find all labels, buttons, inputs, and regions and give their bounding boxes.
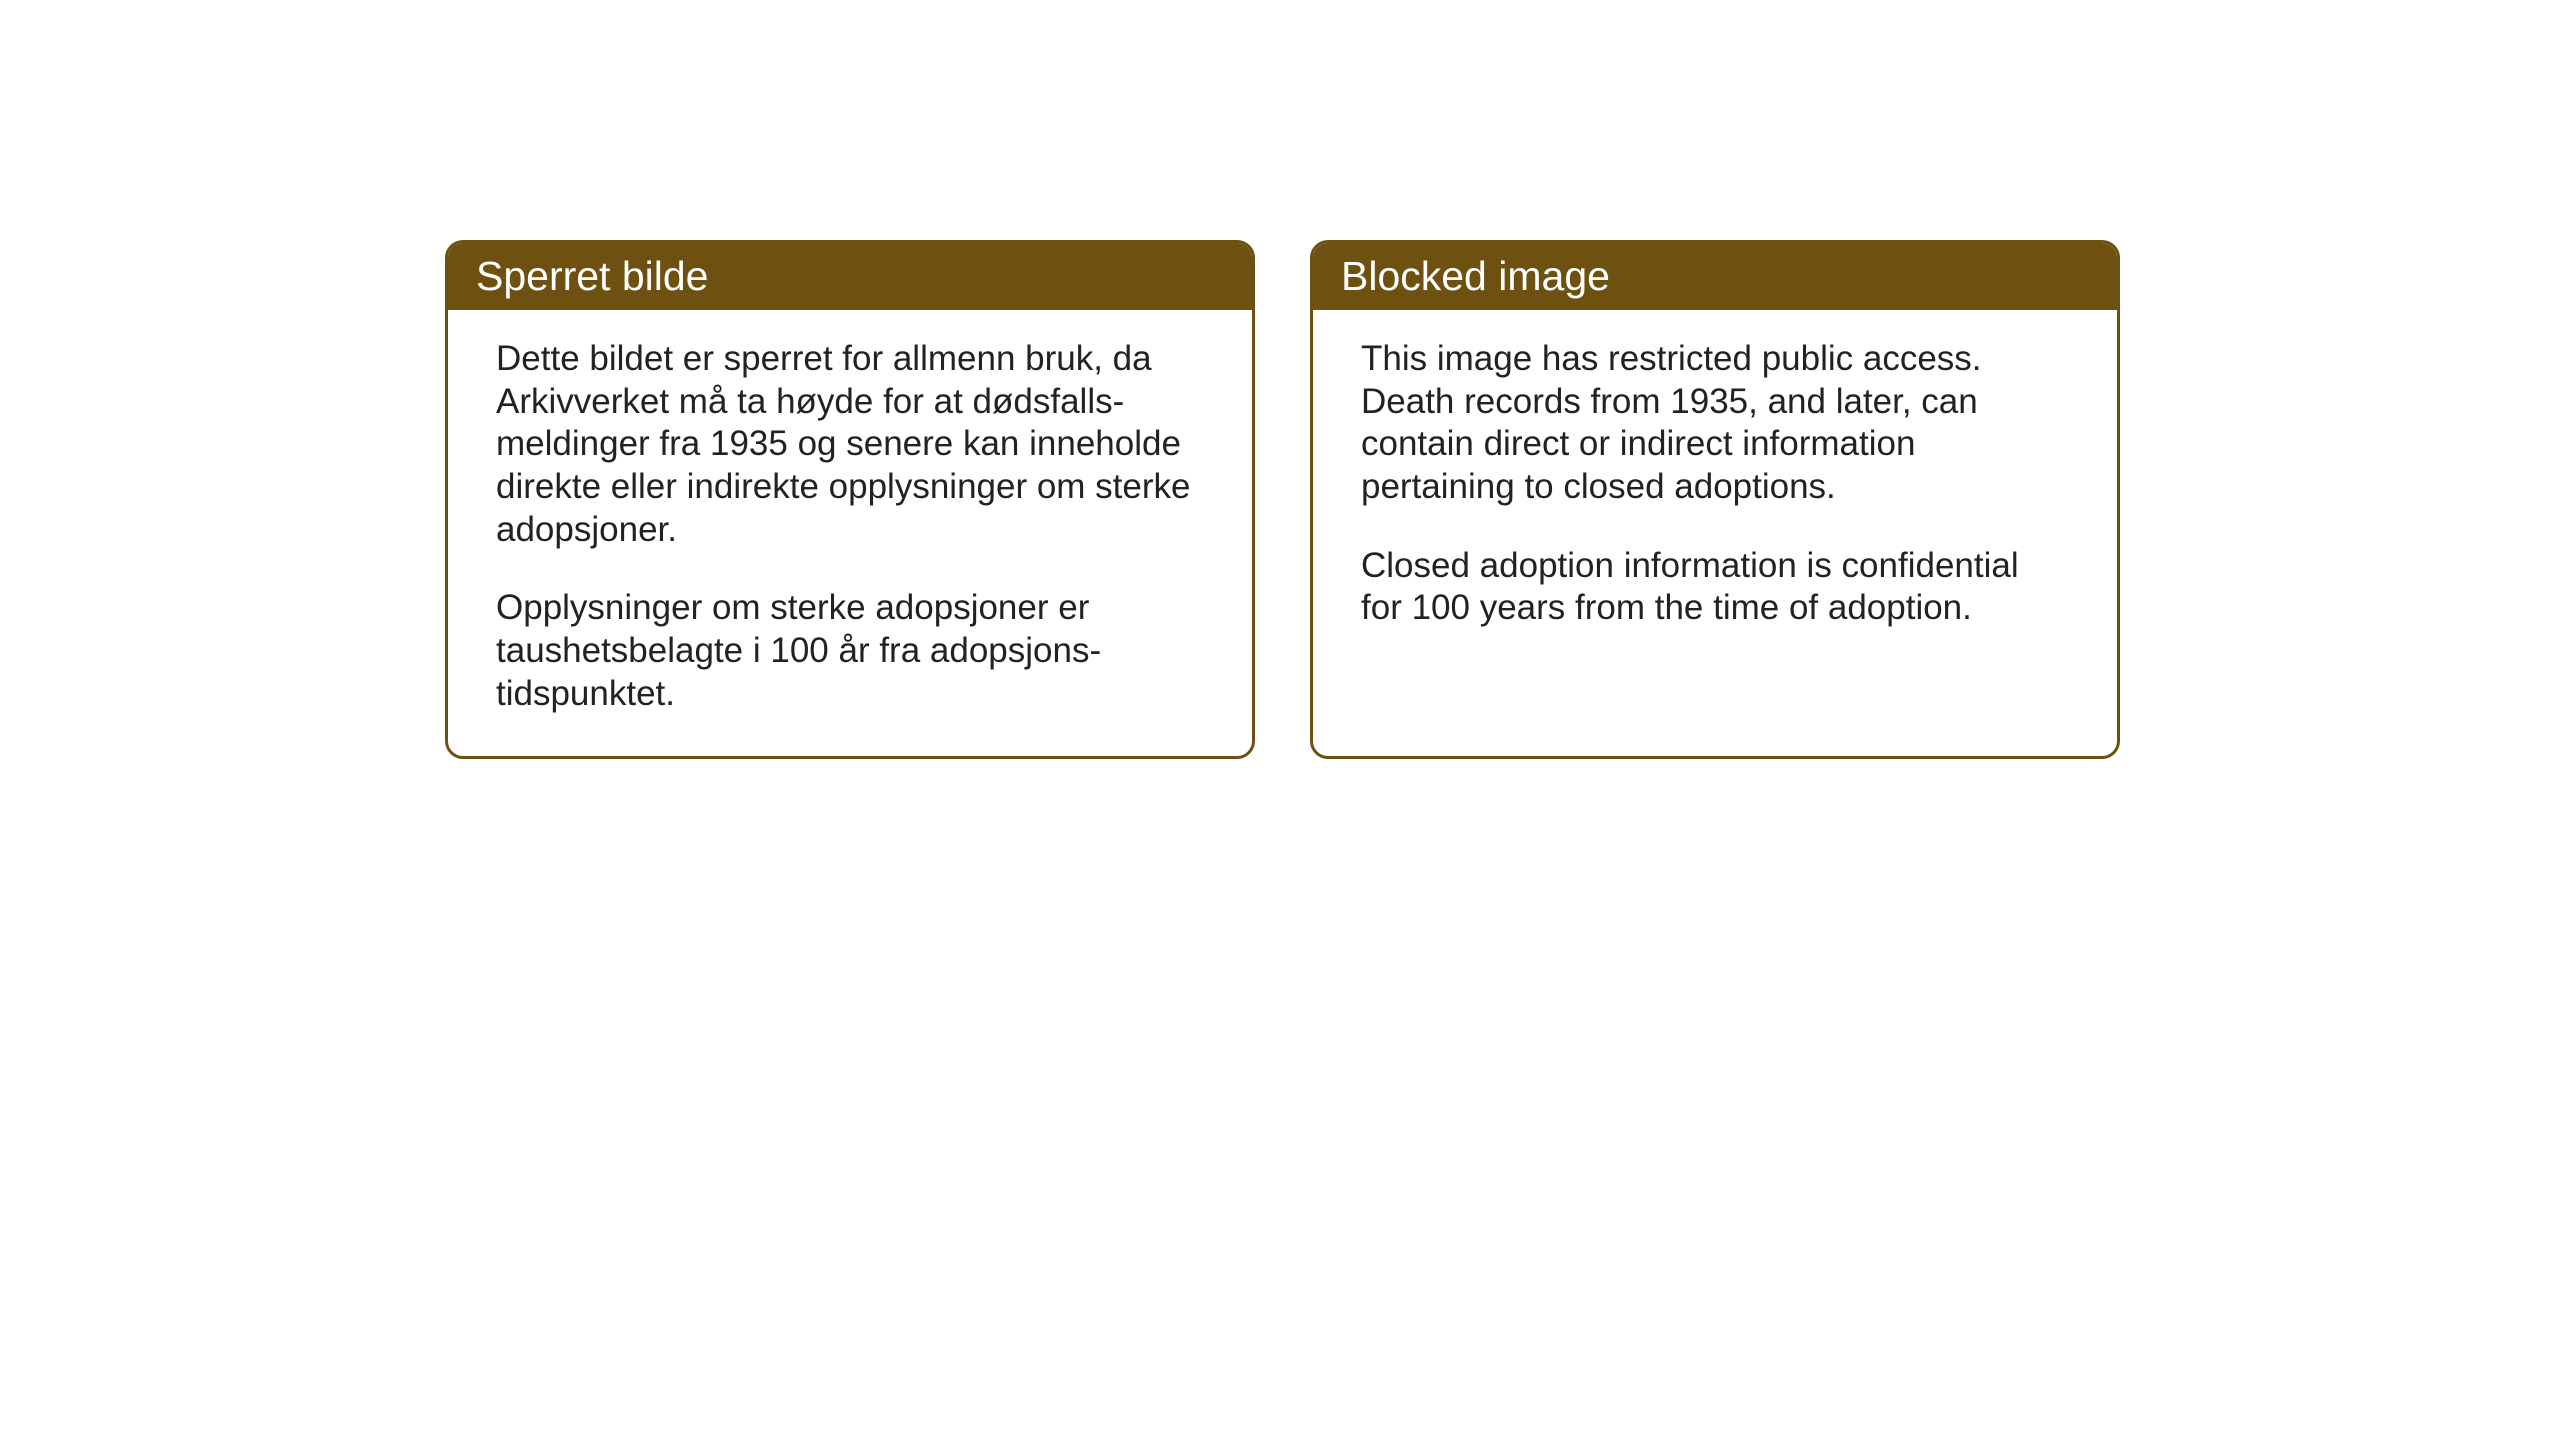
- notice-card-english: Blocked image This image has restricted …: [1310, 240, 2120, 759]
- notice-card-norwegian: Sperret bilde Dette bildet er sperret fo…: [445, 240, 1255, 759]
- card-paragraph-english-1: This image has restricted public access.…: [1361, 338, 2069, 509]
- card-body-norwegian: Dette bildet er sperret for allmenn bruk…: [448, 310, 1252, 756]
- card-body-english: This image has restricted public access.…: [1313, 310, 2117, 670]
- card-paragraph-norwegian-1: Dette bildet er sperret for allmenn bruk…: [496, 338, 1204, 551]
- card-header-norwegian: Sperret bilde: [448, 243, 1252, 310]
- card-header-english: Blocked image: [1313, 243, 2117, 310]
- card-title-norwegian: Sperret bilde: [476, 253, 708, 299]
- card-title-english: Blocked image: [1341, 253, 1610, 299]
- notice-container: Sperret bilde Dette bildet er sperret fo…: [445, 240, 2120, 759]
- card-paragraph-norwegian-2: Opplysninger om sterke adopsjoner er tau…: [496, 587, 1204, 715]
- card-paragraph-english-2: Closed adoption information is confident…: [1361, 545, 2069, 630]
